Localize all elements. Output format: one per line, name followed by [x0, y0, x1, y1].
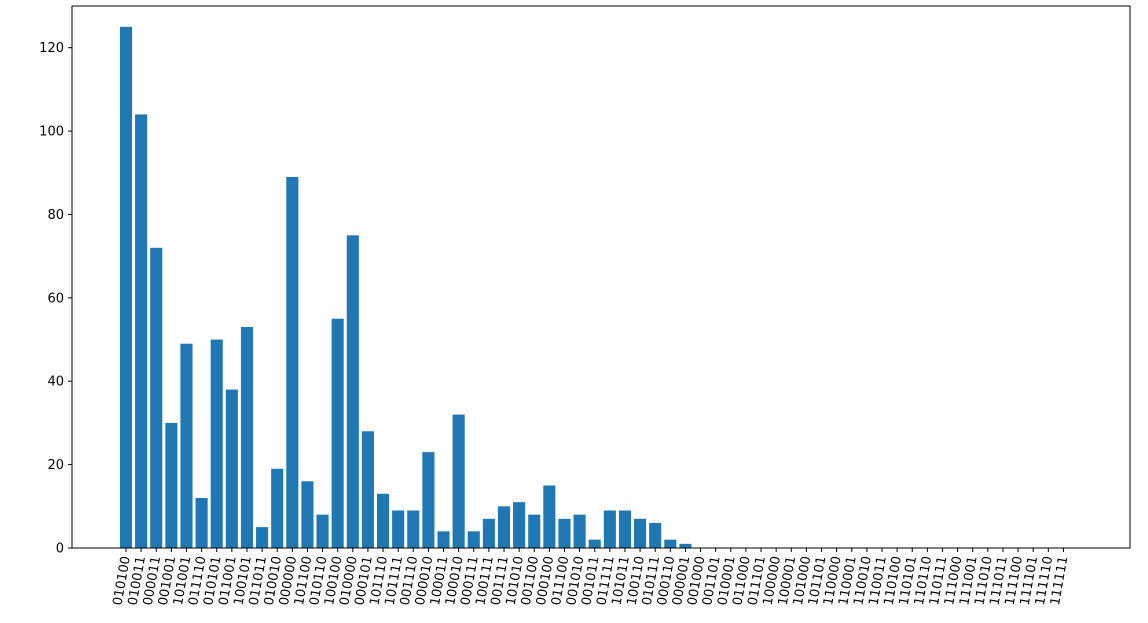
plot-frame	[71, 5, 1131, 549]
bar-010010	[271, 468, 284, 548]
bar-010101	[210, 339, 223, 548]
bar-100101	[240, 327, 254, 548]
bar-101010	[513, 502, 526, 548]
x-axis-ticks: 0101000100110000110010011010010111100101…	[111, 548, 1071, 607]
bar-101111	[392, 510, 405, 548]
bar-100111	[482, 518, 495, 548]
y-tick-label: 60	[47, 291, 64, 306]
bar-100100	[331, 318, 344, 548]
bar-000001	[679, 543, 692, 548]
y-tick-label: 20	[47, 458, 64, 473]
y-axis-ticks: 0 20 40 60 80 100 120	[39, 41, 72, 557]
bar-101011	[618, 510, 632, 548]
bar-011111	[603, 510, 616, 548]
bar-100010	[452, 414, 465, 548]
bar-010000	[346, 235, 359, 548]
bar-000110	[664, 539, 677, 548]
bar-100110	[634, 518, 647, 548]
bar-001011	[588, 539, 601, 548]
bar-011110	[195, 497, 208, 548]
bar-010111	[649, 522, 662, 548]
bar-001010	[573, 514, 586, 548]
y-tick-label: 100	[39, 125, 64, 140]
y-tick-label: 80	[47, 208, 64, 223]
bar-000011	[150, 247, 163, 548]
bar-101001	[180, 343, 193, 548]
bar-011011	[256, 527, 269, 548]
y-tick-label: 0	[56, 542, 64, 557]
y-tick-label: 120	[39, 41, 64, 56]
bars-group	[119, 26, 692, 549]
bar-001001	[165, 422, 178, 548]
y-tick-label: 40	[47, 375, 64, 390]
bar-000111	[467, 531, 480, 548]
bar-101110	[376, 493, 390, 548]
bar-000010	[422, 452, 435, 548]
bar-011100	[558, 518, 571, 548]
bar-100011	[437, 531, 450, 548]
bar-101100	[301, 481, 314, 548]
bar-010100	[119, 26, 133, 549]
bar-000101	[361, 431, 374, 548]
bar-010110	[316, 514, 329, 548]
bar-001111	[497, 506, 511, 548]
bar-000000	[286, 176, 299, 548]
bar-010011	[135, 114, 148, 549]
bar-001100	[528, 514, 541, 548]
bar-011001	[225, 389, 238, 548]
bar-001110	[407, 510, 420, 548]
bar-000100	[543, 485, 556, 548]
